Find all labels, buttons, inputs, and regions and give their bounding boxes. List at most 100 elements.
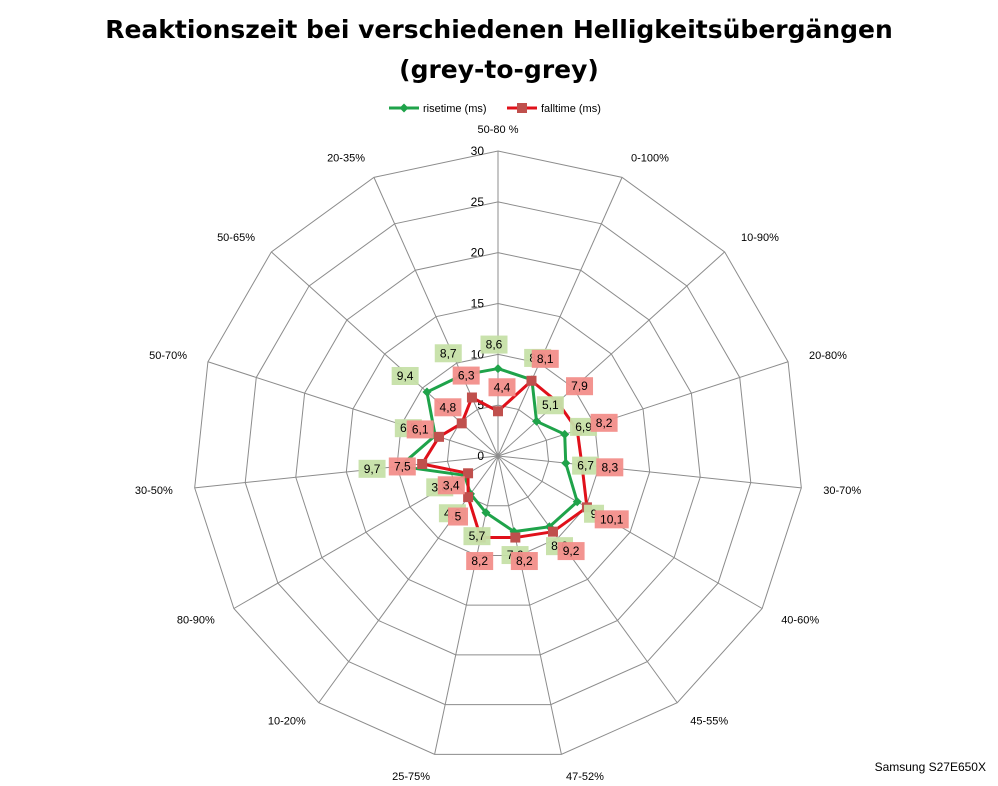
- risetime-label-bg: [358, 459, 386, 478]
- falltime-data-label: 10,1: [600, 512, 624, 526]
- tick-label: 5: [477, 398, 484, 412]
- category-label: 0-100%: [631, 152, 669, 164]
- risetime-label-bg: [434, 344, 462, 363]
- risetime-label-bg: [480, 335, 508, 354]
- grid-ring: [194, 150, 802, 755]
- category-label: 10-90%: [741, 232, 779, 244]
- falltime-marker: [434, 431, 445, 442]
- falltime-marker: [417, 458, 428, 469]
- risetime-marker: [481, 508, 491, 518]
- grid-spoke: [194, 455, 499, 489]
- risetime-data-label: 6,7: [577, 459, 594, 473]
- falltime-data-label: 8,3: [601, 460, 618, 474]
- falltime-label-bg: [566, 377, 594, 396]
- falltime-label-bg: [406, 420, 434, 439]
- risetime-data-label: 5,1: [542, 398, 559, 412]
- falltime-marker: [463, 468, 474, 479]
- falltime-data-label: 9,2: [563, 544, 580, 558]
- tick-label: 20: [471, 246, 485, 260]
- falltime-label-bg: [594, 510, 629, 529]
- risetime-data-label: 5,7: [469, 529, 486, 543]
- risetime-label-bg: [570, 417, 598, 436]
- risetime-marker: [561, 458, 571, 468]
- falltime-data-label: 8,2: [471, 554, 488, 568]
- chart-title-line2: (grey-to-grey): [399, 55, 599, 84]
- risetime-label-bg: [572, 456, 600, 475]
- falltime-marker: [456, 418, 467, 429]
- falltime-line: [420, 379, 589, 540]
- grid-spoke: [207, 361, 499, 457]
- risetime-data-label: 6,9: [575, 420, 592, 434]
- falltime-marker: [526, 375, 537, 386]
- risetime-line: [398, 367, 579, 534]
- grid-ring: [396, 353, 600, 556]
- falltime-label-bg: [531, 349, 559, 368]
- grid-spoke: [497, 455, 763, 609]
- chart-title-line1: Reaktionszeit bei verschiedenen Helligke…: [105, 15, 893, 44]
- risetime-data-label: 8,7: [440, 346, 457, 360]
- falltime-label-bg: [434, 398, 462, 417]
- category-label: 30-50%: [135, 485, 173, 497]
- falltime-label-bg: [452, 366, 480, 385]
- risetime-marker: [493, 364, 503, 374]
- risetime-data-label: 9: [591, 507, 598, 521]
- falltime-label-bg: [488, 378, 516, 397]
- risetime-marker: [560, 429, 570, 439]
- falltime-marker: [510, 532, 521, 543]
- risetime-marker: [422, 387, 432, 397]
- falltime-data-label: 3,4: [443, 478, 460, 492]
- falltime-label-bg: [590, 413, 618, 432]
- falltime-marker: [463, 492, 474, 503]
- chart-title: Reaktionszeit bei verschiedenen Helligke…: [0, 10, 998, 90]
- falltime-data-label: 8,2: [596, 416, 613, 430]
- watermark: Samsung S27E650X: [874, 760, 986, 774]
- grid-spoke: [497, 455, 678, 704]
- falltime-label-bg: [388, 457, 416, 476]
- category-label: 30-70%: [823, 485, 861, 497]
- falltime-data-label: 6,3: [458, 369, 475, 383]
- grid-spoke: [497, 455, 802, 489]
- risetime-data-label: 9,7: [364, 462, 381, 476]
- risetime-data-label: 8,6: [486, 338, 503, 352]
- grid-spoke: [497, 177, 623, 457]
- category-label: 50-65%: [217, 232, 255, 244]
- falltime-data-label: 8,1: [537, 352, 554, 366]
- falltime-label-bg: [557, 542, 585, 561]
- legend-risetime-label: risetime (ms): [423, 103, 487, 115]
- tick-label: 25: [471, 195, 485, 209]
- falltime-data-label: 5: [455, 510, 462, 524]
- falltime-data-label: 4,4: [494, 380, 511, 394]
- category-label: 47-52%: [566, 771, 604, 783]
- grid-spoke: [434, 455, 499, 755]
- grid-ring: [244, 201, 752, 706]
- category-label: 10-20%: [268, 716, 306, 728]
- legend-falltime-marker: [517, 103, 527, 113]
- falltime-marker: [493, 406, 503, 417]
- category-label: 25-75%: [392, 771, 430, 783]
- risetime-data-label: 9,4: [397, 369, 414, 383]
- legend-risetime-marker: [399, 103, 409, 113]
- falltime-data-label: 4,8: [440, 400, 457, 414]
- category-label: 40-60%: [781, 615, 819, 627]
- grid-spoke: [373, 177, 499, 457]
- tick-label: 0: [477, 449, 484, 463]
- falltime-data-label: 8,2: [516, 554, 533, 568]
- category-label: 20-80%: [809, 350, 847, 362]
- category-label: 50-70%: [149, 350, 187, 362]
- grid-spoke: [497, 361, 789, 457]
- grid-ring: [446, 404, 550, 507]
- grid-ring: [295, 252, 701, 656]
- falltime-label-bg: [596, 458, 624, 477]
- category-label: 50-80 %: [478, 124, 519, 136]
- falltime-label-bg: [448, 507, 469, 526]
- falltime-data-label: 6,1: [412, 422, 429, 436]
- legend-falltime-label: falltime (ms): [541, 103, 601, 115]
- grid-ring: [345, 302, 651, 606]
- risetime-label-bg: [536, 396, 564, 415]
- falltime-label-bg: [466, 552, 494, 571]
- falltime-data-label: 7,5: [394, 459, 411, 473]
- falltime-marker: [466, 392, 477, 403]
- category-label: 45-55%: [690, 716, 728, 728]
- falltime-marker: [547, 526, 558, 537]
